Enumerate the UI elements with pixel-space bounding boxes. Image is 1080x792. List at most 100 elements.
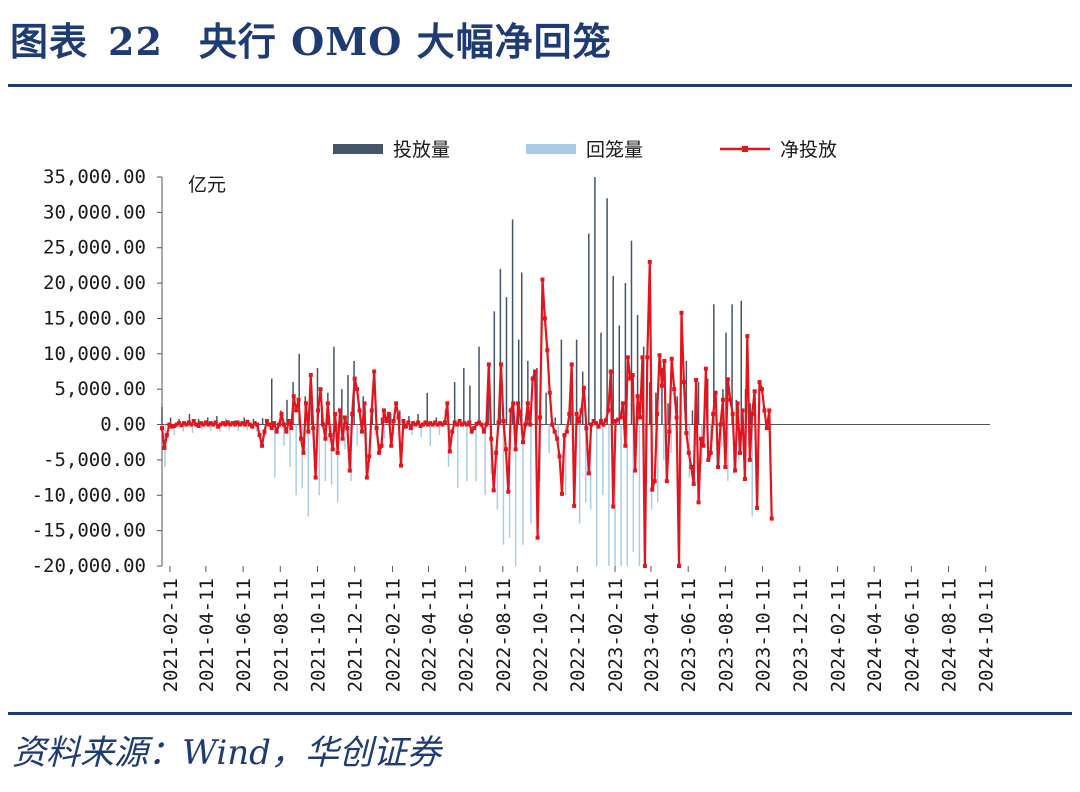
issue-bar bbox=[517, 339, 520, 425]
net-injection-point bbox=[233, 422, 238, 427]
net-injection-point bbox=[455, 422, 460, 427]
maturity-bar bbox=[727, 424, 729, 482]
issue-bar bbox=[630, 240, 633, 425]
net-injection-point bbox=[569, 362, 574, 367]
legend-issue-label: 投放量 bbox=[393, 139, 450, 161]
net-injection-point bbox=[352, 376, 357, 381]
net-injection-point bbox=[340, 436, 345, 441]
x-tick-label: 2021-08-11 bbox=[270, 578, 292, 692]
net-injection-point bbox=[433, 420, 438, 425]
net-injection-point bbox=[711, 411, 716, 416]
net-injection-point bbox=[247, 422, 252, 427]
net-injection-point bbox=[206, 422, 211, 427]
x-tick-label: 2022-08-11 bbox=[493, 578, 515, 692]
issue-bar bbox=[169, 417, 172, 425]
net-injection-point bbox=[291, 394, 296, 399]
net-injection-point bbox=[333, 411, 338, 416]
net-injection-point bbox=[474, 421, 479, 426]
net-injection-point bbox=[367, 454, 372, 459]
net-injection-point bbox=[638, 415, 643, 420]
maturity-bar bbox=[336, 424, 339, 503]
net-injection-point bbox=[359, 429, 364, 434]
net-injection-point bbox=[486, 362, 491, 367]
net-injection-point bbox=[508, 408, 513, 413]
net-injection-point bbox=[479, 422, 484, 427]
issue-bar bbox=[341, 389, 343, 425]
issue-bar bbox=[691, 410, 694, 425]
maturity-bar bbox=[356, 424, 358, 446]
maturity-bar bbox=[429, 424, 432, 446]
net-injection-point bbox=[184, 422, 189, 427]
net-injection-point bbox=[769, 516, 774, 521]
net-injection-point bbox=[672, 387, 677, 392]
net-injection-point bbox=[579, 408, 584, 413]
x-tick-label: 2023-12-11 bbox=[790, 578, 812, 692]
net-injection-point bbox=[418, 423, 423, 428]
issue-bar bbox=[270, 378, 273, 425]
net-injection-point bbox=[601, 422, 606, 427]
x-tick-label: 2024-10-11 bbox=[976, 578, 998, 692]
issue-bar bbox=[575, 339, 578, 425]
issue-bar bbox=[499, 268, 502, 425]
net-injection-point bbox=[725, 377, 730, 382]
net-injection-point bbox=[245, 419, 250, 424]
maturity-bar bbox=[307, 424, 310, 517]
maturity-bar bbox=[626, 424, 628, 566]
maturity-bar bbox=[274, 424, 276, 478]
net-injection-point bbox=[411, 421, 416, 426]
net-injection-point bbox=[452, 420, 457, 425]
issue-bar bbox=[661, 367, 663, 425]
net-injection-point bbox=[538, 415, 543, 420]
x-tick-label: 2022-10-11 bbox=[530, 578, 552, 692]
issue-bar bbox=[347, 375, 349, 425]
maturity-bar bbox=[595, 424, 598, 566]
maturity-bar bbox=[456, 424, 459, 489]
net-injection-point bbox=[701, 443, 706, 448]
net-injection-point bbox=[174, 422, 179, 427]
net-injection-point bbox=[450, 429, 455, 434]
x-tick-label: 2023-02-11 bbox=[605, 578, 627, 692]
net-injection-point bbox=[516, 401, 521, 406]
x-tick-label: 2023-10-11 bbox=[753, 578, 775, 692]
net-injection-point bbox=[499, 362, 504, 367]
net-injection-point bbox=[369, 408, 374, 413]
net-injection-point bbox=[396, 415, 401, 420]
net-injection-point bbox=[608, 369, 613, 374]
net-injection-point bbox=[164, 433, 169, 438]
issue-bar bbox=[478, 346, 480, 425]
legend-net-label: 净投放 bbox=[780, 139, 837, 161]
net-injection-point bbox=[735, 401, 740, 406]
net-injection-point bbox=[506, 489, 511, 494]
header-divider bbox=[8, 84, 1072, 87]
issue-bar bbox=[667, 403, 669, 425]
net-injection-point bbox=[523, 422, 528, 427]
maturity-bar bbox=[656, 424, 659, 503]
net-injection-point bbox=[625, 355, 630, 360]
net-injection-point bbox=[472, 426, 477, 431]
net-injection-point bbox=[389, 443, 394, 448]
legend: 投放量 回笼量 净投放 bbox=[333, 139, 837, 161]
net-injection-point bbox=[557, 454, 562, 459]
maturity-bar bbox=[632, 424, 635, 552]
figure-number: 22 bbox=[108, 19, 163, 64]
net-injection-point bbox=[267, 422, 272, 427]
net-injection-point bbox=[664, 479, 669, 484]
net-injection-point bbox=[269, 426, 274, 431]
net-injection-point bbox=[723, 464, 728, 469]
net-injection-point bbox=[406, 420, 411, 425]
issue-bar bbox=[606, 198, 608, 425]
net-injection-point bbox=[618, 415, 623, 420]
net-injection-point bbox=[564, 429, 569, 434]
x-tick-label: 2022-12-11 bbox=[567, 578, 589, 692]
net-injection-point bbox=[591, 419, 596, 424]
net-injection-point bbox=[677, 564, 682, 568]
y-tick-label: -5,000.00 bbox=[43, 449, 146, 471]
net-injection-point bbox=[438, 421, 443, 426]
net-injection-point bbox=[403, 424, 408, 429]
net-injection-point bbox=[211, 422, 216, 427]
net-injection-point bbox=[738, 450, 743, 455]
net-injection-point bbox=[308, 373, 313, 378]
x-tick-label: 2021-06-11 bbox=[233, 578, 255, 692]
net-injection-point bbox=[279, 411, 284, 416]
net-injection-point bbox=[694, 377, 699, 382]
